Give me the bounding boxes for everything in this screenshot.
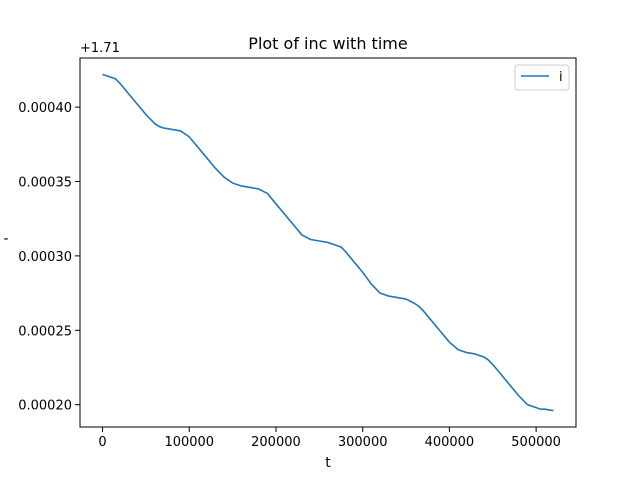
x-tick-label: 300000 — [338, 435, 388, 450]
y-axis-label: - — [3, 231, 8, 247]
y-tick-label: 0.00040 — [18, 101, 72, 116]
y-tick-label: 0.00025 — [18, 324, 72, 339]
y-tick-label: 0.00020 — [18, 399, 72, 414]
plot-frame — [79, 57, 577, 428]
legend-label: i — [559, 70, 563, 85]
plot-area — [102, 73, 554, 412]
y-axis-offset-label: +1.71 — [80, 41, 120, 56]
series-line-i — [102, 73, 554, 412]
x-tick-label: 100000 — [164, 435, 214, 450]
x-tick-label: 400000 — [425, 435, 475, 450]
legend-box — [514, 64, 570, 91]
y-tick-label: 0.00030 — [18, 250, 72, 265]
chart-title: Plot of inc with time — [248, 34, 407, 53]
y-tick-label: 0.00035 — [18, 175, 72, 190]
x-tick-label: 200000 — [251, 435, 301, 450]
legend: i — [514, 64, 570, 91]
x-tick-label: 0 — [98, 435, 106, 450]
axis-ticks: 0 100000 200000 300000 400000 500000 0.00020 0.… — [18, 101, 561, 450]
x-axis-label: t — [325, 455, 331, 471]
x-tick-label: 500000 — [511, 435, 561, 450]
